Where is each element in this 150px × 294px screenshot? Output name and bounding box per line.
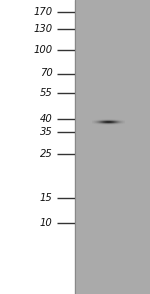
Text: 130: 130 [33, 24, 52, 34]
Text: 25: 25 [40, 149, 52, 159]
Text: 10: 10 [40, 218, 52, 228]
Bar [75, 0, 150, 294]
Text: 15: 15 [40, 193, 52, 203]
Text: 170: 170 [33, 7, 52, 17]
Text: 40: 40 [40, 114, 52, 124]
Text: 100: 100 [33, 45, 52, 55]
Text: 70: 70 [40, 69, 52, 78]
Text: 55: 55 [40, 88, 52, 98]
Text: 35: 35 [40, 127, 52, 137]
